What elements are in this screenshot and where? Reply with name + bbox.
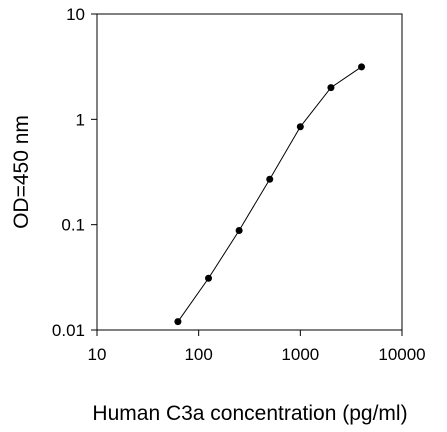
data-series [174,63,366,326]
y-tick-label: 0.01 [52,321,85,340]
data-point [205,274,213,282]
x-axis-ticks: 10 100 1000 10000 [88,330,426,364]
y-tick-label: 10 [66,5,85,24]
y-tick-label: 1 [76,110,85,129]
data-point [358,63,366,71]
data-point [174,318,182,326]
y-axis-title: OD=450 nm [10,115,33,229]
x-tick-label: 100 [184,345,212,364]
x-tick-label: 10 [88,345,107,364]
x-axis-title: Human C3a concentration (pg/ml) [92,402,407,425]
x-tick-label: 10000 [378,345,425,364]
series-line [177,66,362,322]
data-point [235,227,243,235]
data-point [327,84,335,92]
data-point [266,175,274,183]
data-point [296,123,304,131]
plot-frame [96,13,403,331]
y-axis-ticks: 0.01 0.1 1 10 [52,5,97,340]
x-tick-label: 1000 [281,345,319,364]
y-tick-label: 0.1 [61,216,85,235]
